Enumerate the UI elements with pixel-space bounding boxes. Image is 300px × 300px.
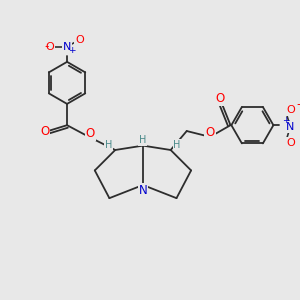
Text: +: +: [282, 116, 290, 125]
Text: O: O: [75, 35, 84, 45]
Text: N: N: [286, 122, 295, 132]
Text: H: H: [139, 135, 147, 145]
Text: O: O: [286, 138, 295, 148]
Text: N: N: [63, 42, 71, 52]
Text: -: -: [44, 40, 49, 52]
Text: +: +: [68, 46, 76, 55]
Text: O: O: [206, 126, 215, 139]
Text: O: O: [86, 127, 95, 140]
Text: -: -: [296, 98, 300, 111]
Text: O: O: [46, 42, 55, 52]
Text: O: O: [40, 124, 49, 137]
Text: N: N: [139, 184, 147, 197]
Text: O: O: [286, 105, 295, 115]
Text: H: H: [173, 140, 181, 150]
Text: O: O: [216, 92, 225, 105]
Text: H: H: [105, 140, 112, 150]
